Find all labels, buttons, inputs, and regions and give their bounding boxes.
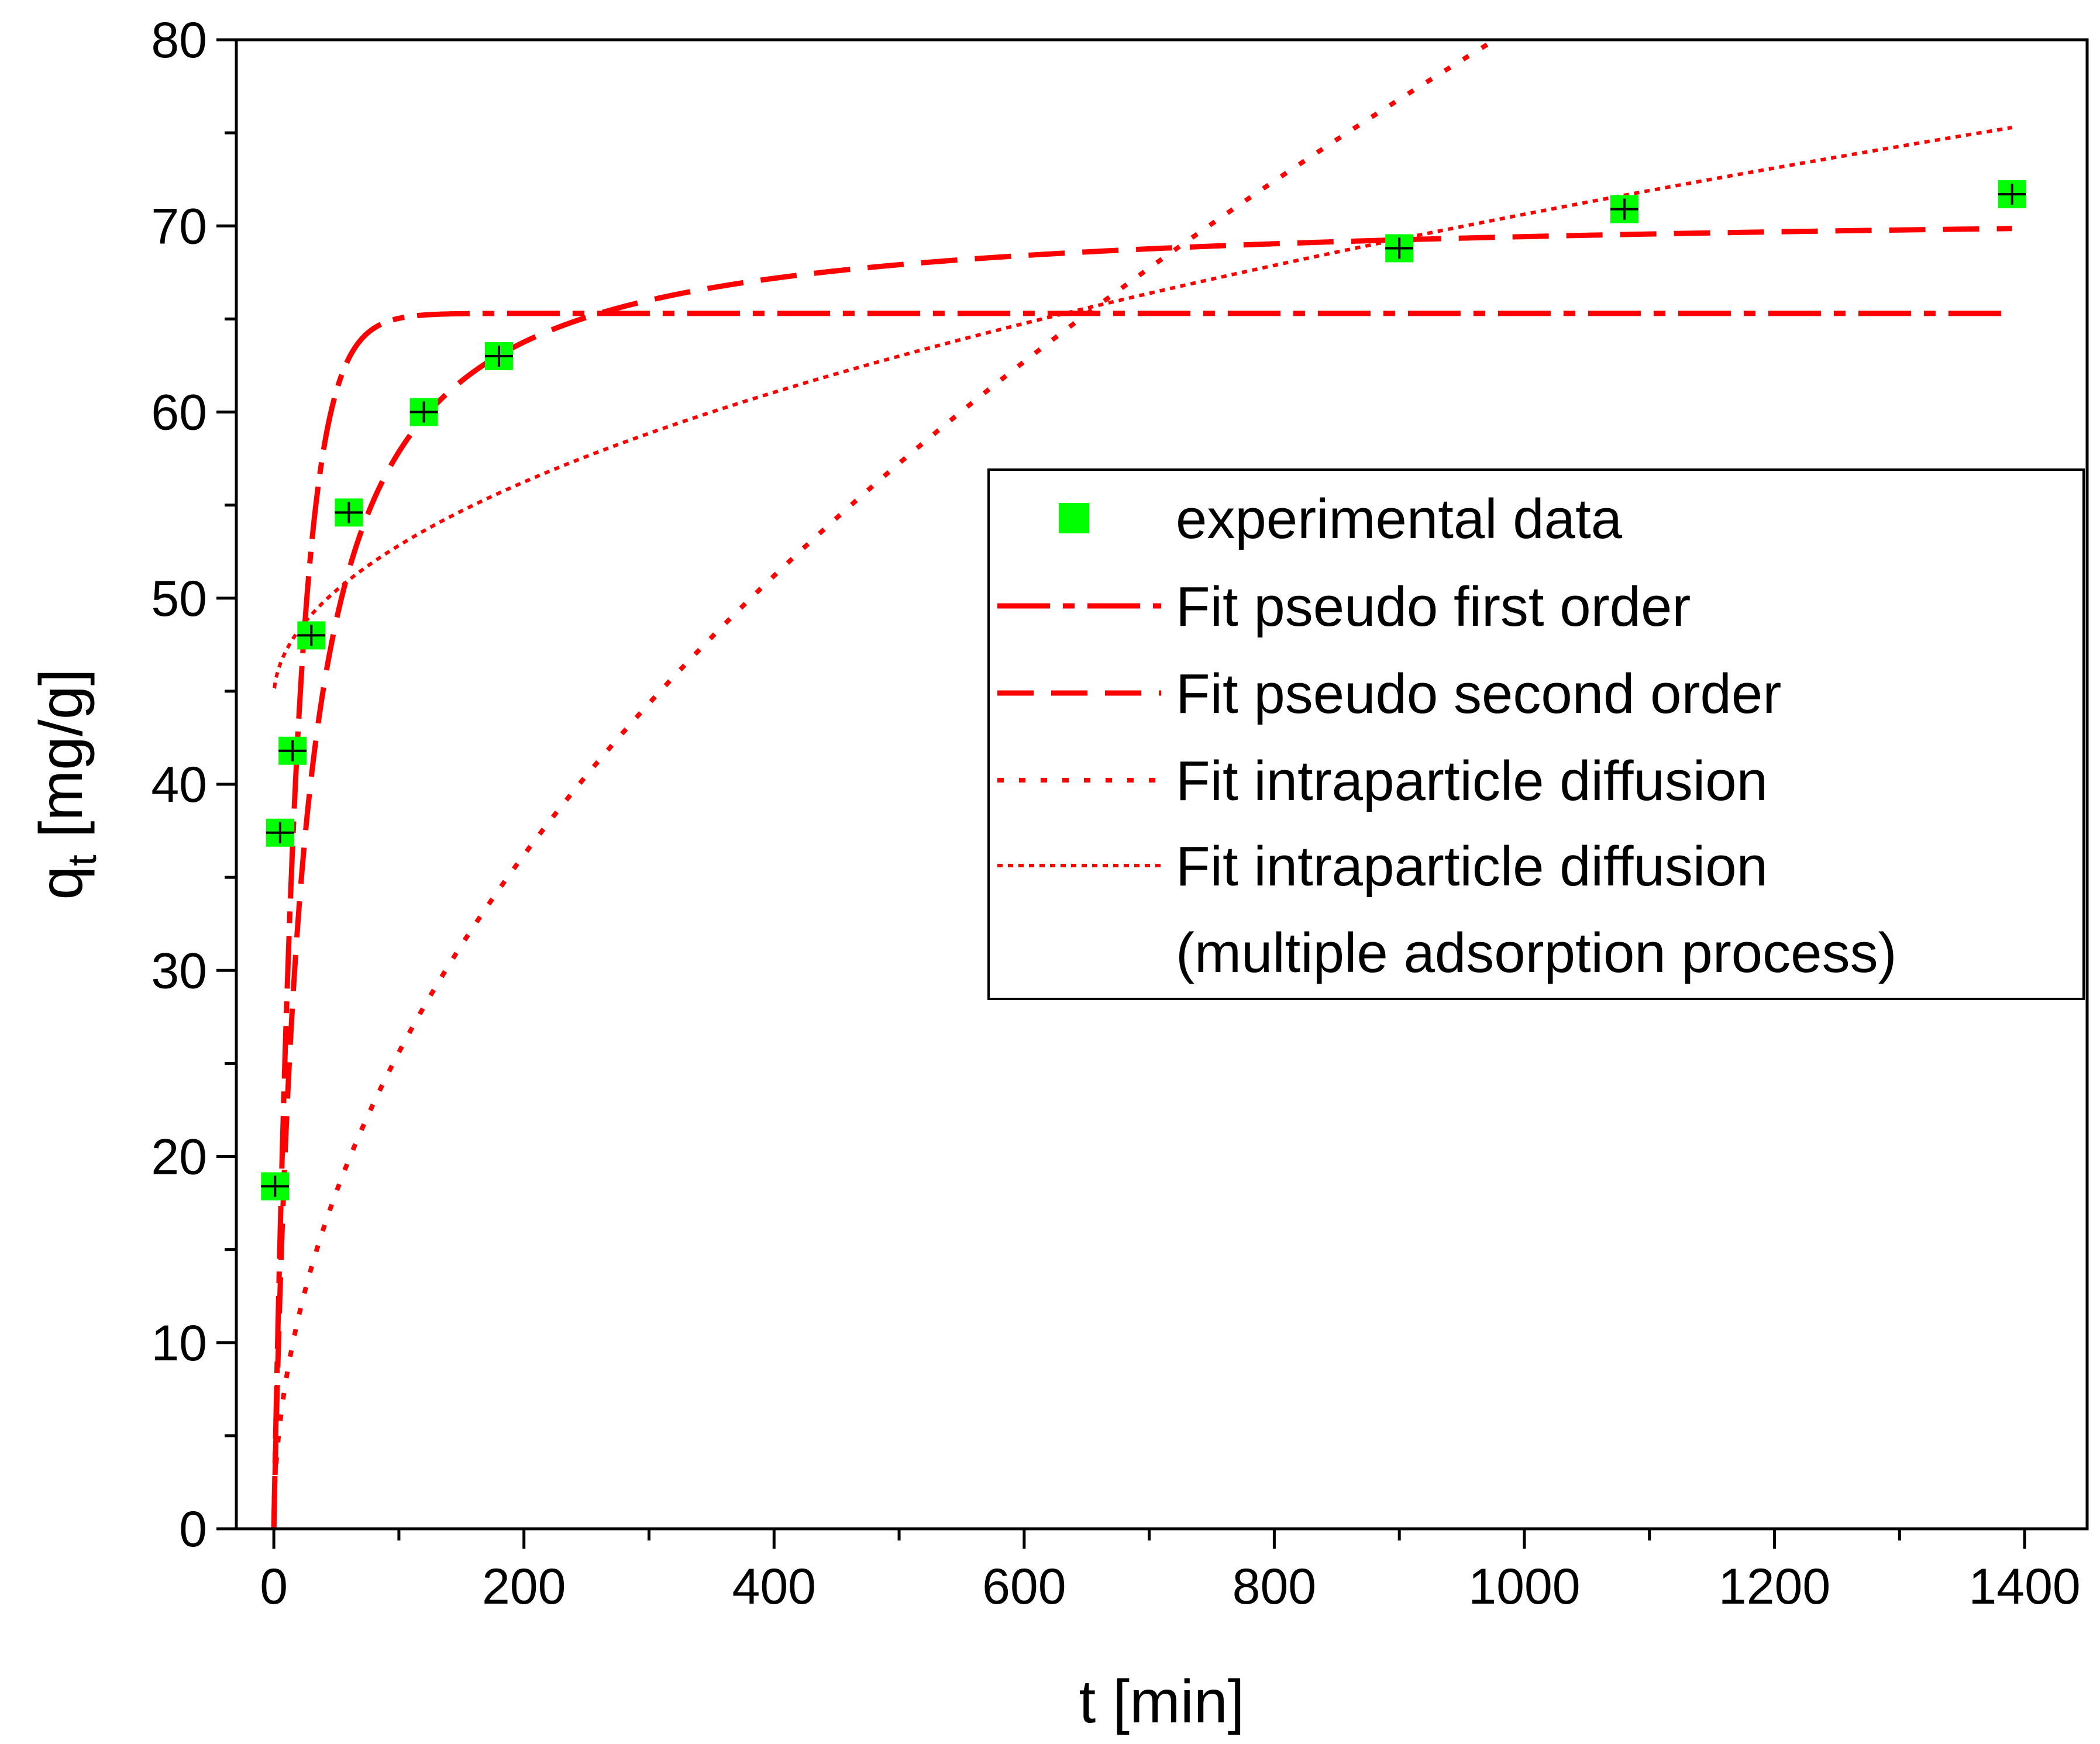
- y-tick-label: 10: [151, 1315, 207, 1371]
- legend-label: Fit pseudo second order: [1176, 663, 1781, 725]
- legend-label-line2: (multiple adsorption process): [1176, 922, 1897, 984]
- y-tick-label: 50: [151, 571, 207, 627]
- data-point: [278, 736, 307, 765]
- y-axis-title-unit: [mg/g]: [27, 668, 95, 854]
- axes: 0 200 400 600 800 1000 1200 1400 0 10 20 30 40 50 60 70…: [151, 12, 2089, 1615]
- y-axis-title-sub: t: [59, 854, 105, 866]
- x-tick-label: 1200: [1719, 1559, 1830, 1615]
- data-point: [297, 621, 326, 650]
- x-tick-label: 400: [732, 1559, 817, 1615]
- fit-curve-finedot: [273, 126, 2013, 690]
- fit-curve-dot: [271, 40, 1500, 1529]
- data-point: [484, 342, 513, 371]
- y-axis-title-main: q: [27, 866, 95, 900]
- x-axis-title: t [min]: [1079, 1668, 1244, 1736]
- y-tick-label: 80: [151, 12, 207, 68]
- x-tick-label: 600: [982, 1559, 1066, 1615]
- data-point: [335, 498, 363, 527]
- y-tick-label: 70: [151, 198, 207, 254]
- data-point: [266, 818, 294, 847]
- data-point: [261, 1172, 290, 1201]
- y-tick-label: 20: [151, 1129, 207, 1185]
- y-tick-label: 30: [151, 943, 207, 999]
- legend-box: [987, 468, 2085, 1000]
- y-tick-label: 40: [151, 757, 207, 813]
- y-tick-label: 0: [179, 1501, 207, 1557]
- data-point: [409, 398, 438, 426]
- legend-label: Fit pseudo first order: [1176, 575, 1691, 638]
- x-tick-label: 1400: [1968, 1559, 2080, 1615]
- legend: experimental data Fit pseudo first order F…: [987, 468, 2085, 1000]
- legend-marker: [1059, 503, 1089, 533]
- legend-label: Fit intraparticle diffusion: [1176, 835, 1768, 898]
- fit-curve-dashdot: [271, 311, 2012, 1529]
- fit-curve-dash: [271, 226, 2012, 1529]
- data-point: [1385, 234, 1414, 263]
- y-axis-title: qt [mg/g]: [27, 668, 105, 899]
- x-tick-label: 0: [260, 1559, 288, 1615]
- x-tick-label: 200: [482, 1559, 566, 1615]
- x-tick-label: 1000: [1468, 1559, 1580, 1615]
- x-tick-label: 800: [1233, 1559, 1317, 1615]
- legend-label: Fit intraparticle diffusion: [1176, 750, 1768, 812]
- y-tick-label: 60: [151, 385, 207, 441]
- plot-area: [261, 40, 2026, 1529]
- data-point: [1610, 195, 1638, 223]
- legend-label: experimental data: [1176, 488, 1623, 550]
- data-point: [1998, 180, 2026, 209]
